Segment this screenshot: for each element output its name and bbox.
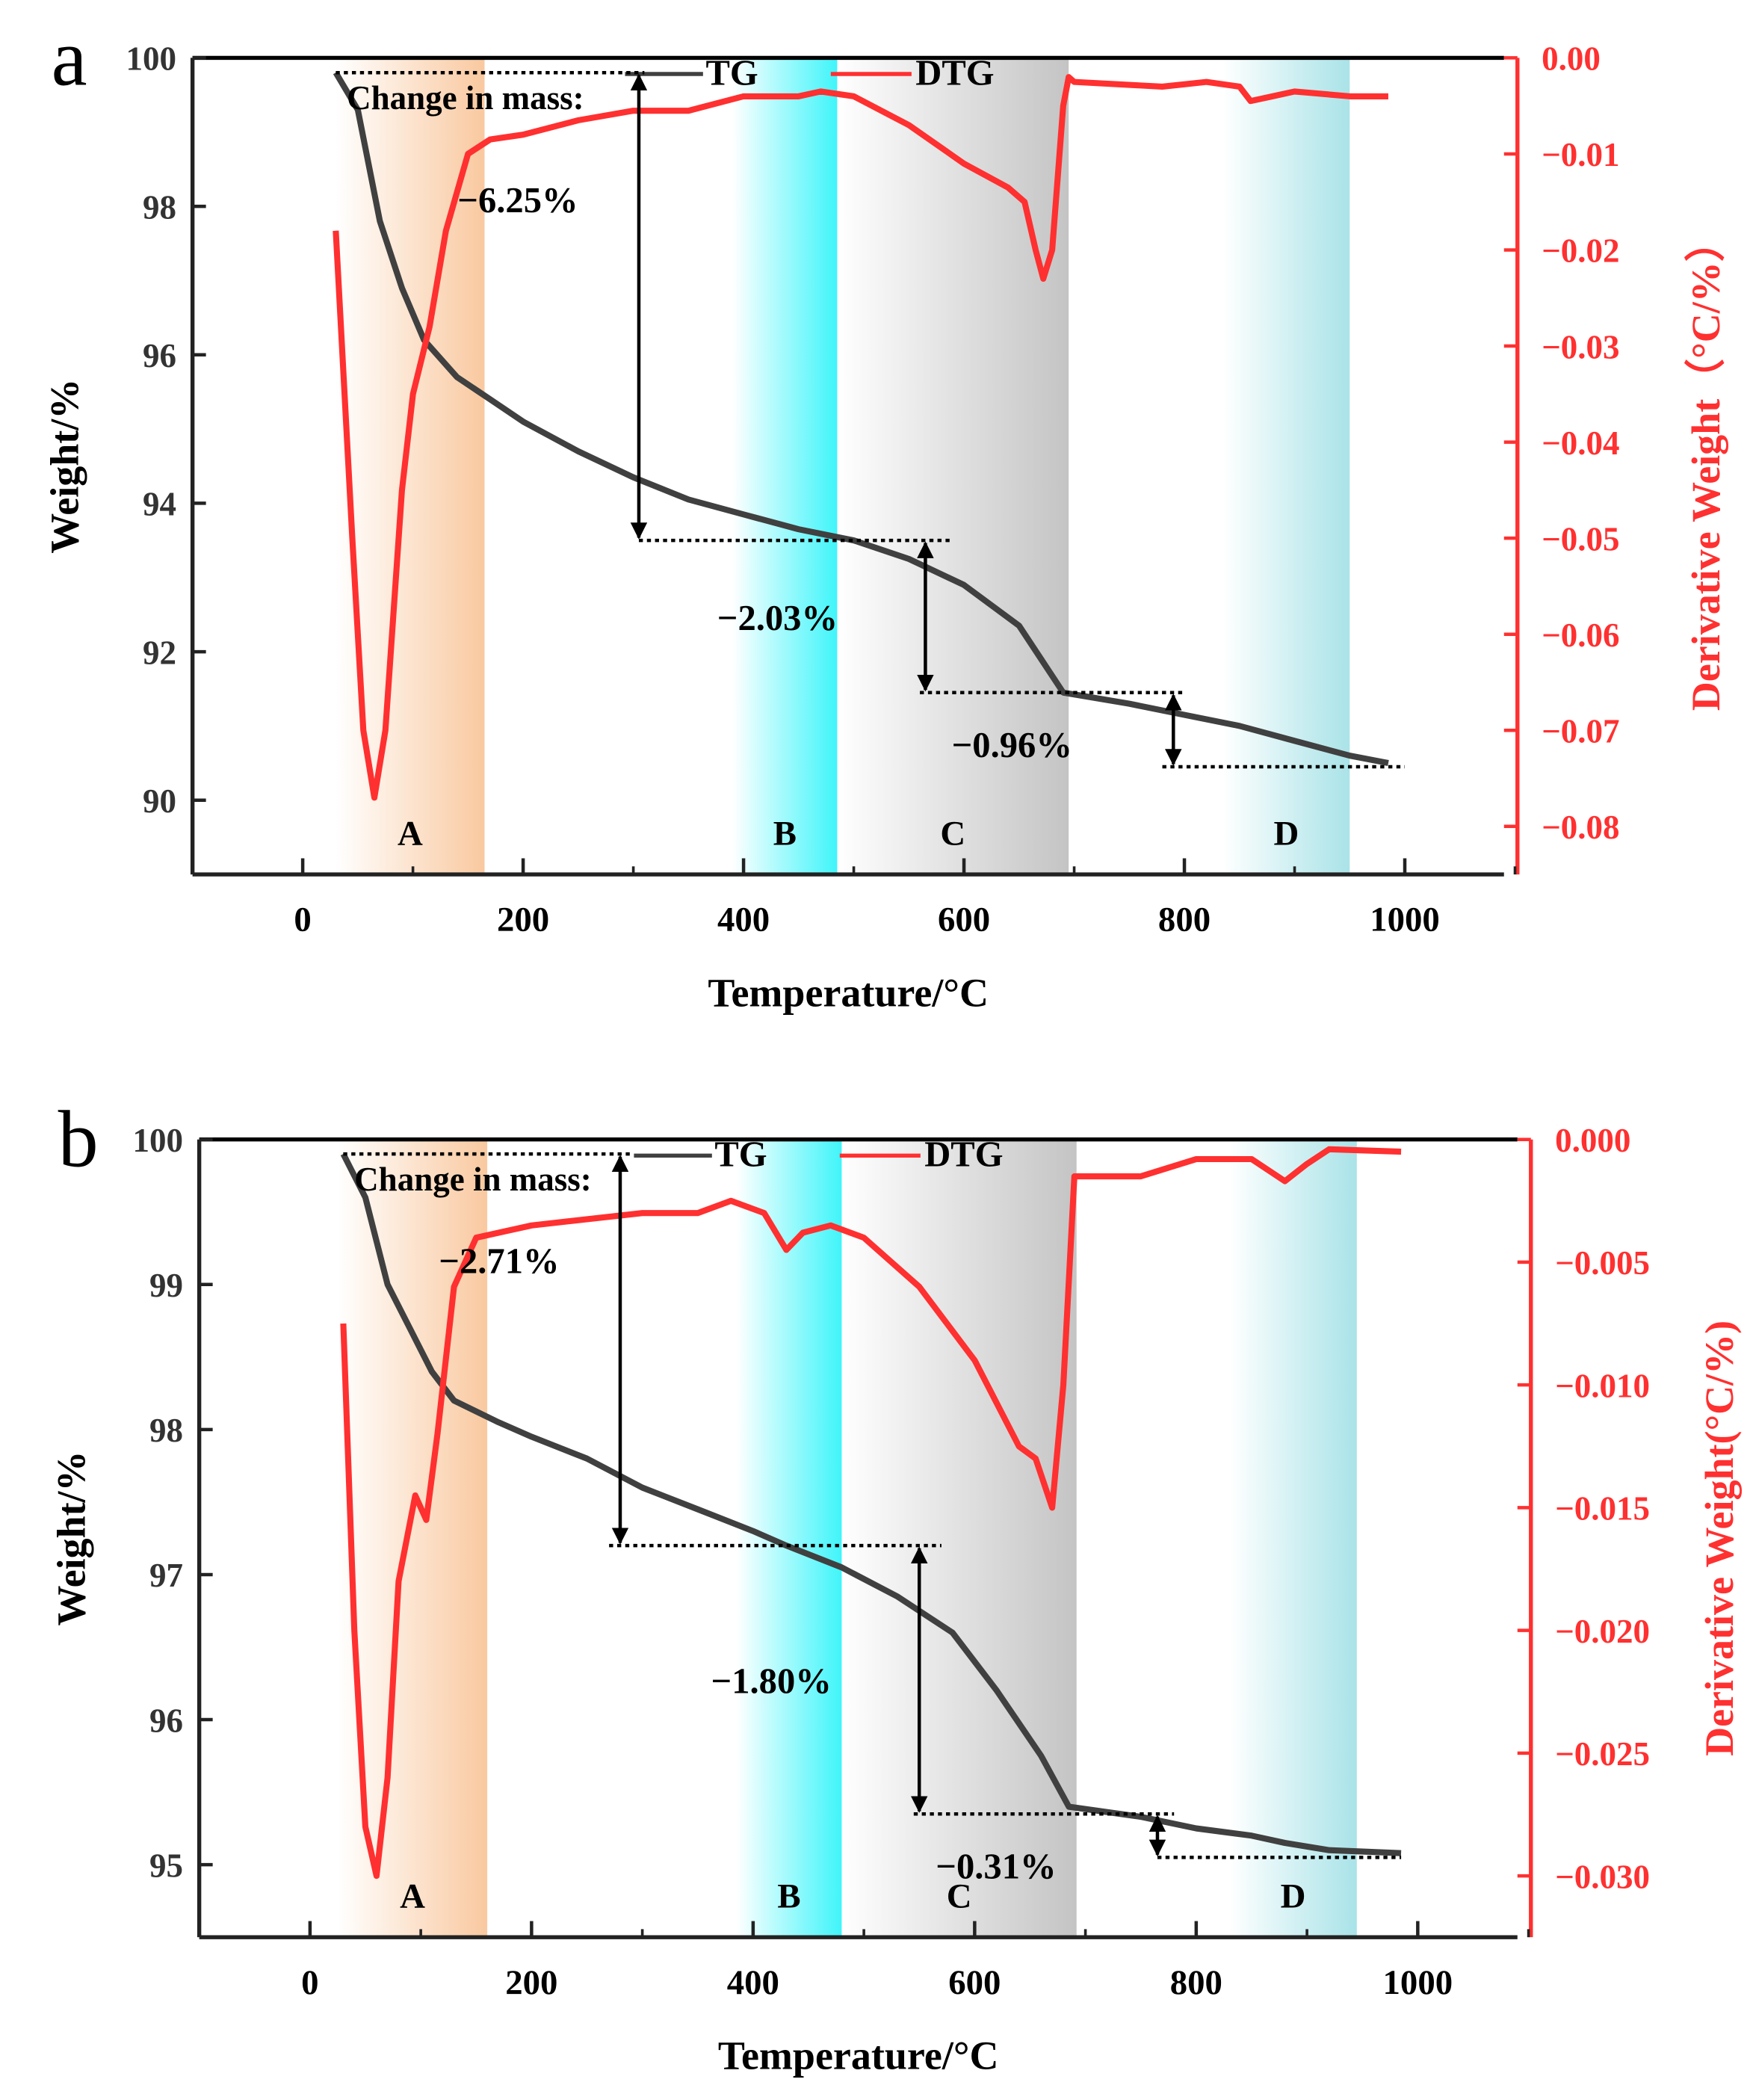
y2-tick-label: −0.030 [1555,1858,1650,1895]
y-tick-label: 97 [149,1557,183,1594]
region-label-B: B [777,1877,800,1916]
x-tick-label: 1000 [1383,1963,1453,2002]
y2-tick-label: −0.020 [1555,1613,1650,1650]
x-axis-label: Temperature/°C [708,970,989,1015]
x-tick-label: 200 [497,901,549,939]
x-tick-label: 800 [1158,901,1211,939]
y2-tick-label: −0.010 [1555,1367,1650,1404]
x-tick-label: 0 [301,1963,318,2002]
y2-tick-label: −0.02 [1542,232,1619,270]
panel-label: b [58,1096,99,1185]
region-label-C: C [947,1877,972,1916]
mass-change-label: −0.96% [952,725,1072,765]
x-tick-label: 400 [717,901,770,939]
y2-tick-label: −0.05 [1542,520,1619,558]
region-C [837,58,1069,875]
region-label-D: D [1281,1877,1306,1916]
x-tick-label: 600 [948,1963,1001,2002]
y-tick-label: 100 [126,40,176,78]
x-tick-label: 800 [1170,1963,1222,2002]
legend-label-dtg: DTG [915,52,994,93]
y2-tick-label: −0.07 [1542,712,1619,750]
region-D [1229,1139,1357,1938]
x-tick-label: 0 [294,901,311,939]
region-label-A: A [400,1877,425,1916]
mass-change-label: −1.80% [711,1661,832,1702]
series-line-tg [340,1152,1402,1856]
annotation-title: Change in mass: [354,1161,592,1198]
mass-change-label: −6.25% [457,180,578,220]
y2-tick-label: −0.04 [1542,424,1619,462]
y-axis-label: Weight/% [43,379,87,554]
y2-axis-label: Derivative Weight（°C/%） [1684,221,1728,711]
y-tick-label: 95 [149,1847,183,1884]
x-tick-label: 400 [727,1963,779,2002]
y2-tick-label: −0.025 [1555,1735,1650,1773]
y-tick-label: 90 [143,782,176,820]
annotation-title: Change in mass: [347,79,584,117]
y2-axis-label: Derivative Weight(°C/%) [1697,1321,1742,1756]
legend-label-tg: TG [714,1134,767,1175]
y-tick-label: 94 [143,486,176,523]
region-label-C: C [940,814,965,853]
region-label-A: A [398,814,423,853]
panel-a: A B C D 0 200 400 600 800 1000 90 92 94 96 98 100 0.00 −0… [43,13,1728,1015]
y2-tick-label: −0.03 [1542,328,1619,365]
series-line-dtg [340,1146,1402,1880]
x-tick-label: 600 [938,901,990,939]
y-tick-label: 100 [133,1122,184,1159]
y2-tick-label: −0.015 [1555,1490,1650,1528]
y-tick-label: 92 [143,634,176,671]
y-tick-label: 99 [149,1267,183,1304]
region-label-B: B [773,814,797,853]
series-line-tg [333,71,1389,767]
y-axis-label: Weight/% [49,1451,94,1625]
x-tick-label: 1000 [1370,901,1440,939]
mass-change-label: −2.03% [717,598,838,638]
panel-label: a [52,13,87,102]
legend-label-dtg: DTG [924,1134,1003,1175]
region-label-D: D [1274,814,1299,853]
y2-tick-label: −0.005 [1555,1244,1650,1282]
x-tick-label: 200 [505,1963,557,2002]
region-B [736,1139,842,1938]
panel-b: A B C D 0 200 400 600 800 1000 95 96 97 98 99 100 0.000 −… [49,1096,1742,2078]
legend-label-tg: TG [705,52,758,93]
mass-change-label: −2.71% [439,1241,559,1282]
region-A [336,58,485,875]
y2-tick-label: −0.08 [1542,809,1619,846]
y-tick-label: 98 [149,1412,183,1449]
y-tick-label: 96 [143,337,176,374]
region-C [841,1139,1077,1938]
region-B [732,58,838,875]
x-axis-label: Temperature/°C [718,2033,999,2078]
y2-tick-label: 0.00 [1542,40,1601,78]
y-tick-label: 98 [143,188,176,226]
series-line-dtg [333,74,1388,801]
y2-tick-label: −0.01 [1542,136,1619,173]
mass-change-label: −0.31% [936,1847,1056,1887]
y-tick-label: 96 [149,1702,183,1739]
y2-tick-label: −0.06 [1542,617,1619,654]
y2-tick-label: 0.000 [1555,1122,1630,1159]
